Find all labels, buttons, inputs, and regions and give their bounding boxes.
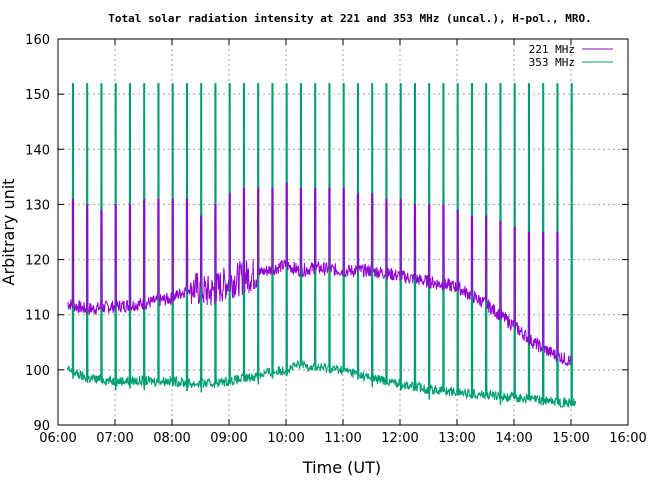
y-tick-label: 110 bbox=[25, 309, 50, 324]
x-tick-label: 09:00 bbox=[210, 431, 247, 446]
y-tick-label: 120 bbox=[25, 254, 50, 269]
y-axis-label: Arbitrary unit bbox=[0, 179, 18, 286]
x-tick-label: 15:00 bbox=[552, 431, 589, 446]
y-axis: 90 100 110 120 130 140 150 160 bbox=[25, 33, 628, 434]
y-tick-label: 90 bbox=[33, 419, 50, 434]
chart-title: Total solar radiation intensity at 221 a… bbox=[108, 12, 591, 25]
y-tick-label: 150 bbox=[25, 88, 50, 103]
x-tick-label: 11:00 bbox=[324, 431, 361, 446]
y-tick-label: 130 bbox=[25, 198, 50, 213]
x-axis: 06:00 07:00 08:00 09:00 10:00 11:00 12:00 13:00… bbox=[39, 39, 647, 446]
legend-label: 221 MHz bbox=[529, 43, 575, 56]
y-tick-label: 160 bbox=[25, 33, 50, 48]
x-tick-label: 07:00 bbox=[96, 431, 133, 446]
x-tick-label: 08:00 bbox=[153, 431, 190, 446]
x-axis-label: Time (UT) bbox=[302, 458, 381, 477]
series-line-353-mhz bbox=[67, 83, 577, 408]
y-tick-label: 100 bbox=[25, 364, 50, 379]
x-tick-label: 10:00 bbox=[267, 431, 304, 446]
legend-label: 353 MHz bbox=[529, 56, 575, 69]
y-tick-label: 140 bbox=[25, 143, 50, 158]
x-tick-label: 12:00 bbox=[381, 431, 418, 446]
x-tick-label: 06:00 bbox=[39, 431, 76, 446]
x-tick-label: 13:00 bbox=[438, 431, 475, 446]
x-tick-label: 14:00 bbox=[495, 431, 532, 446]
plot-area bbox=[67, 83, 577, 408]
x-tick-label: 16:00 bbox=[609, 431, 646, 446]
series-line-221-mhz bbox=[67, 182, 572, 367]
